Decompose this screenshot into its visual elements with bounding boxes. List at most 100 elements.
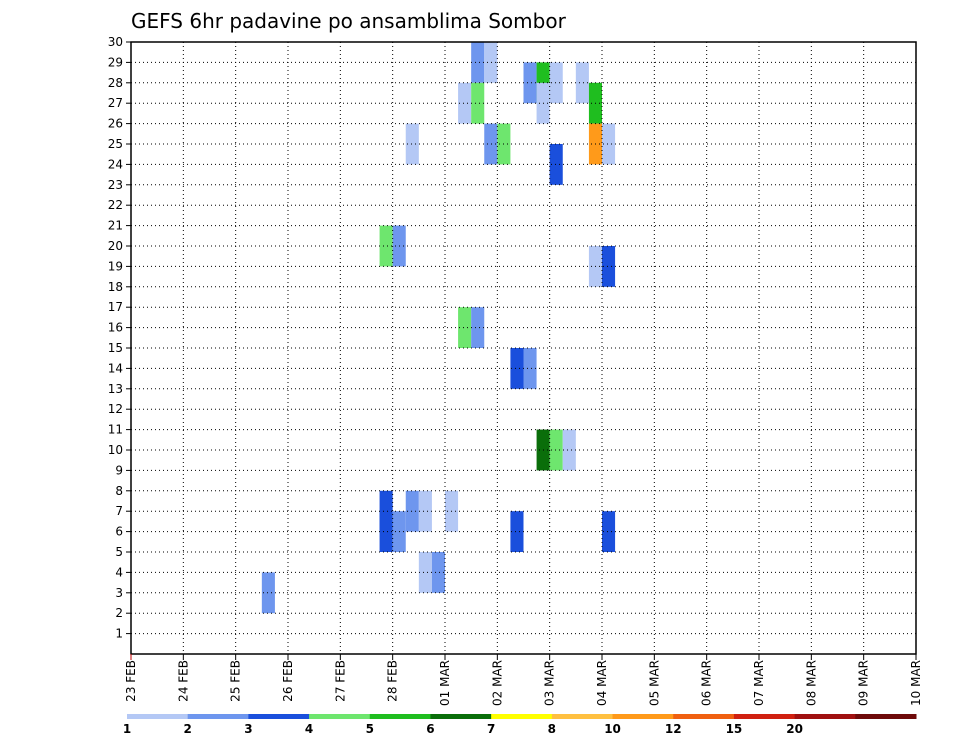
x-tick-label: 09 MAR <box>857 660 871 706</box>
y-tick-label: 4 <box>115 565 123 579</box>
legend-swatch <box>855 714 917 719</box>
legend-swatch <box>187 714 249 719</box>
legend-label: 12 <box>665 722 682 736</box>
legend-label: 8 <box>548 722 556 736</box>
x-tick-label: 03 MAR <box>543 660 557 706</box>
heatmap-cell <box>458 307 472 348</box>
x-tick-label: 10 MAR <box>909 660 923 706</box>
heatmap-cell <box>418 552 432 593</box>
heatmap-cell <box>458 82 472 124</box>
heatmap-cell <box>510 511 524 552</box>
y-tick-label: 1 <box>115 627 123 641</box>
legend-swatch <box>491 714 553 719</box>
heatmap-cell <box>379 225 393 267</box>
heatmap-cell <box>575 62 589 104</box>
legend-swatch <box>430 714 492 719</box>
heatmap-cell <box>405 490 419 532</box>
heatmap-cell <box>431 552 445 593</box>
x-tick-label: 01 MAR <box>438 660 452 706</box>
x-axis: 23 FEB 24 FEB 25 FEB 26 FEB 27 FEB 28 FEB 01 M… <box>124 654 923 706</box>
y-tick-label: 3 <box>115 586 123 600</box>
y-tick-label: 24 <box>108 157 123 171</box>
x-tick-label: 24 FEB <box>176 660 190 702</box>
y-tick-label: 16 <box>108 321 123 335</box>
legend-label: 2 <box>184 722 192 736</box>
legend-swatch <box>794 714 856 719</box>
legend-swatch <box>369 714 431 719</box>
heatmap-cell <box>471 307 485 348</box>
heatmap-cell <box>549 429 563 471</box>
y-tick-label: 11 <box>108 423 123 437</box>
chart-title: GEFS 6hr padavine po ansamblima Sombor <box>131 9 567 33</box>
y-tick-label: 29 <box>108 55 123 69</box>
y-tick-label: 8 <box>115 484 123 498</box>
y-tick-label: 9 <box>115 463 123 477</box>
x-tick-label: 08 MAR <box>804 660 818 706</box>
grid-layer <box>131 42 916 654</box>
heatmap-cell <box>549 62 563 104</box>
y-tick-label: 27 <box>108 96 123 110</box>
y-tick-label: 10 <box>108 443 123 457</box>
x-tick-label: 27 FEB <box>333 660 347 702</box>
y-tick-label: 12 <box>108 402 123 416</box>
heatmap-cell <box>484 42 498 83</box>
legend-label: 20 <box>786 722 803 736</box>
y-tick-label: 22 <box>108 198 123 212</box>
y-tick-label: 17 <box>108 300 123 314</box>
heatmap-cell <box>484 123 498 165</box>
heatmap-cell <box>510 348 524 389</box>
color-legend: 1 2 3 4 5 6 7 8 10 12 15 20 <box>123 714 917 736</box>
legend-label: 1 <box>123 722 131 736</box>
y-tick-label: 18 <box>108 280 123 294</box>
x-tick-label: 26 FEB <box>281 660 295 702</box>
x-tick-label: 23 FEB <box>124 660 138 702</box>
x-tick-label: 25 FEB <box>229 660 243 702</box>
heatmap-cell <box>405 123 419 165</box>
y-tick-label: 19 <box>108 259 123 273</box>
y-tick-label: 5 <box>115 545 123 559</box>
x-tick-label: 05 MAR <box>647 660 661 706</box>
x-tick-label: 28 FEB <box>386 660 400 702</box>
legend-swatch <box>551 714 614 719</box>
y-tick-label: 13 <box>108 382 123 396</box>
y-tick-label: 14 <box>108 361 123 375</box>
y-tick-label: 30 <box>108 35 123 49</box>
heatmap-cell <box>471 42 485 83</box>
heatmap-cell <box>549 144 563 185</box>
legend-label: 10 <box>604 722 621 736</box>
legend-label: 4 <box>305 722 313 736</box>
heatmap-cell <box>602 123 616 165</box>
heatmap-cell <box>418 490 432 532</box>
cells-layer <box>261 42 616 614</box>
y-tick-label: 25 <box>108 137 123 151</box>
heatmap-cell <box>379 511 393 552</box>
legend-swatch <box>612 714 674 719</box>
heatmap-cell <box>602 246 616 287</box>
heatmap-cell <box>471 82 485 124</box>
x-tick-label: 02 MAR <box>490 660 504 706</box>
y-tick-label: 23 <box>108 178 123 192</box>
y-tick-label: 28 <box>108 76 123 90</box>
legend-swatch <box>127 714 189 719</box>
x-tick-label: 04 MAR <box>595 660 609 706</box>
legend-swatch <box>248 714 310 719</box>
legend-swatch <box>733 714 796 719</box>
legend-label: 7 <box>487 722 495 736</box>
legend-swatch <box>673 714 735 719</box>
y-tick-label: 2 <box>115 606 123 620</box>
y-tick-label: 15 <box>108 341 123 355</box>
legend-label: 3 <box>244 722 252 736</box>
legend-swatch <box>309 714 371 719</box>
legend-label: 15 <box>726 722 743 736</box>
y-axis: 1234567891011121314151617181920212223242… <box>108 35 131 641</box>
heatmap-cell <box>602 511 616 552</box>
heatmap-cell <box>523 62 537 104</box>
legend-label: 6 <box>426 722 434 736</box>
x-tick-label: 06 MAR <box>700 660 714 706</box>
y-tick-label: 20 <box>108 239 123 253</box>
x-tick-label: 07 MAR <box>752 660 766 706</box>
y-tick-label: 7 <box>115 504 123 518</box>
y-tick-label: 21 <box>108 219 123 233</box>
heatmap-cell <box>261 572 275 614</box>
